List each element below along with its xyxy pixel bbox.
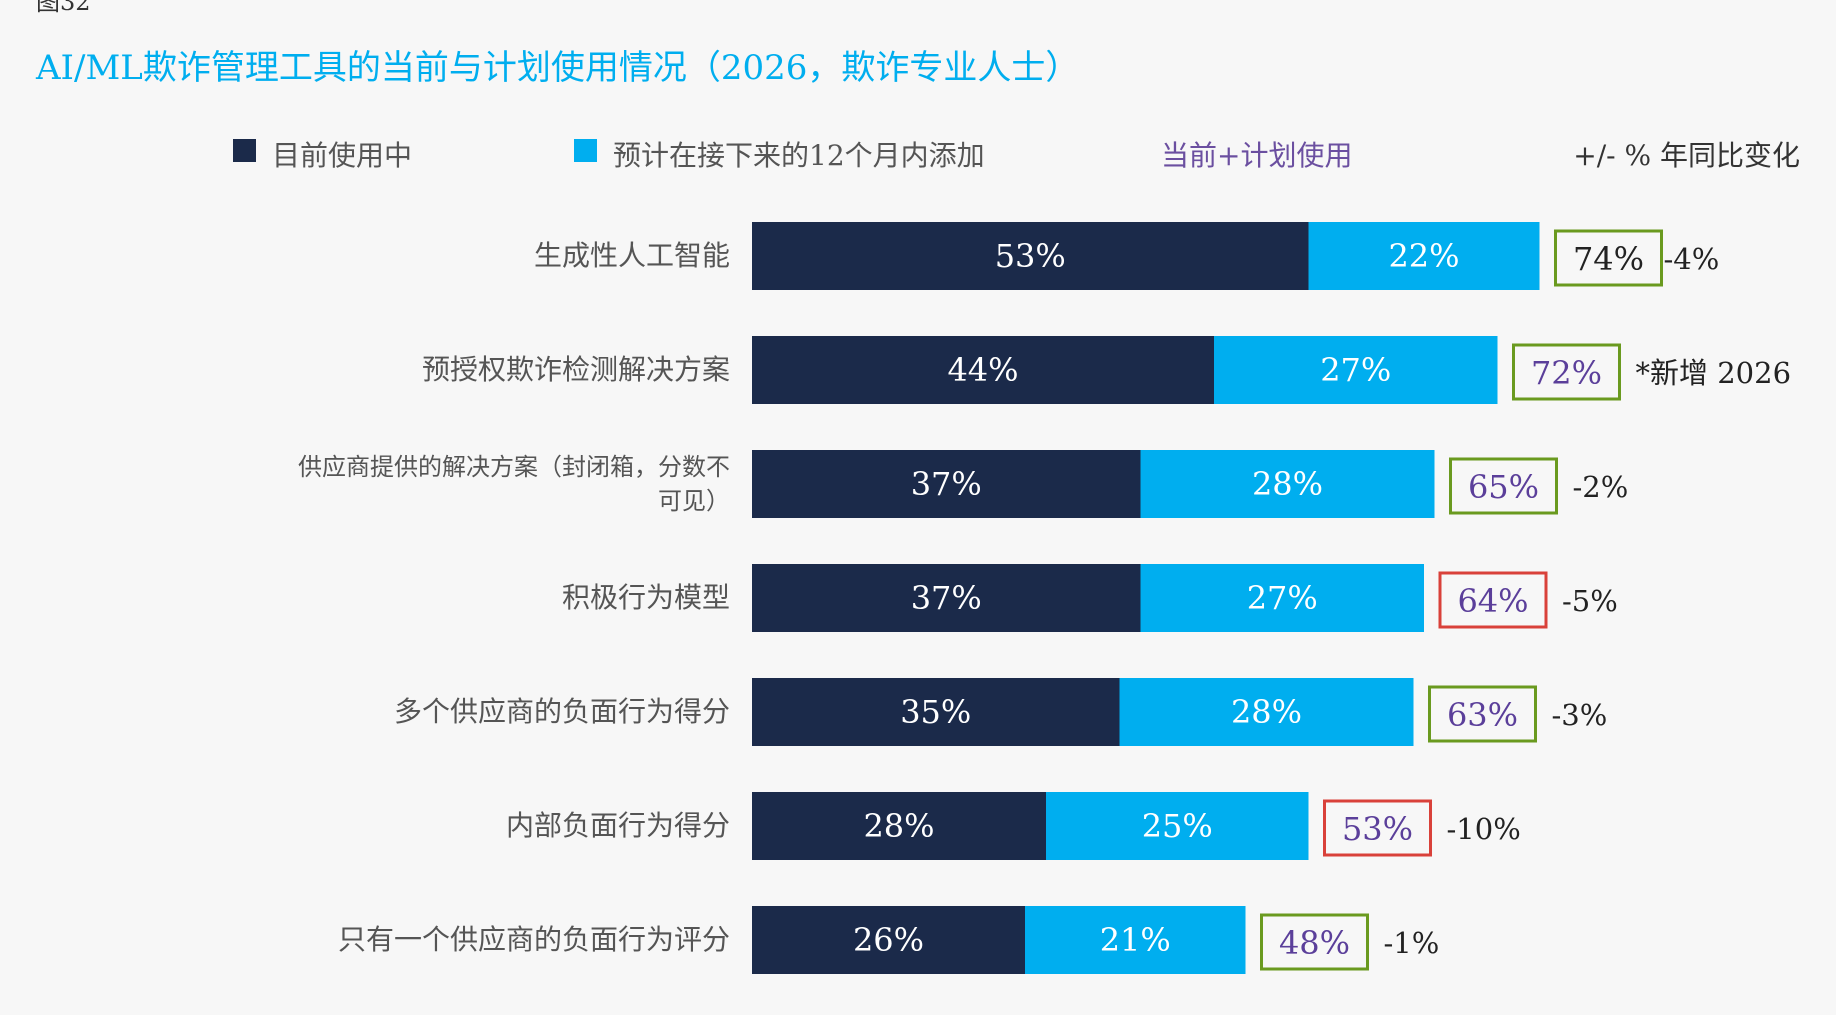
bar-current <box>752 678 1120 746</box>
category-label: 积极行为模型 <box>561 581 730 614</box>
category-label: 预授权欺诈检测解决方案 <box>421 353 730 386</box>
total-label: 64% <box>1457 582 1528 620</box>
data-label-current: 44% <box>947 351 1018 389</box>
bar-current <box>752 564 1141 632</box>
data-label-current: 37% <box>911 465 982 503</box>
legend-label-planned: 预计在接下来的12个月内添加 <box>613 139 985 172</box>
category-label: 生成性人工智能 <box>533 239 730 272</box>
yoy-label: *新增 2026 <box>1636 356 1792 390</box>
total-label: 53% <box>1342 810 1413 848</box>
total-box <box>1260 913 1369 971</box>
yoy-label: -2% <box>1573 470 1629 504</box>
bar-planned <box>1046 792 1309 860</box>
category-label: 只有一个供应商的负面行为评分 <box>337 923 730 956</box>
category-label: 内部负面行为得分 <box>505 809 730 842</box>
category-label: 多个供应商的负面行为得分 <box>393 695 730 728</box>
data-label-planned: 28% <box>1231 693 1302 731</box>
data-label-planned: 27% <box>1247 579 1318 617</box>
total-box <box>1512 343 1621 401</box>
legend-swatch-planned <box>574 139 597 162</box>
data-label-current: 35% <box>900 693 971 731</box>
legend-label-current: 目前使用中 <box>272 139 413 172</box>
total-label: 63% <box>1447 696 1518 734</box>
bar-current <box>752 222 1309 290</box>
total-label: 72% <box>1531 354 1602 392</box>
data-label-current: 28% <box>863 807 934 845</box>
total-box <box>1428 685 1537 743</box>
bar-current <box>752 336 1214 404</box>
data-label-current: 53% <box>995 237 1066 275</box>
total-box <box>1554 229 1663 287</box>
category-label: 供应商提供的解决方案（封闭箱，分数不可见） <box>298 453 730 515</box>
chart-title: AI/ML欺诈管理工具的当前与计划使用情况（2026，欺诈专业人士） <box>36 48 1080 88</box>
yoy-label: -4% <box>1664 242 1720 276</box>
bar-planned <box>1140 450 1435 518</box>
data-label-current: 26% <box>853 921 924 959</box>
total-label: 65% <box>1468 468 1539 506</box>
bar-current <box>752 450 1141 518</box>
data-label-planned: 25% <box>1142 807 1213 845</box>
yoy-label: -10% <box>1447 812 1521 846</box>
data-label-planned: 28% <box>1252 465 1323 503</box>
data-label-current: 37% <box>911 579 982 617</box>
data-label-planned: 27% <box>1320 351 1391 389</box>
bar-current <box>752 906 1025 974</box>
legend-label-yoy: +/- % 年同比变化 <box>1573 139 1800 172</box>
figure-label: 图32 <box>36 0 91 16</box>
bar-planned <box>1140 564 1424 632</box>
data-label-planned: 21% <box>1100 921 1171 959</box>
total-box <box>1449 457 1558 515</box>
total-label: 74% <box>1573 240 1644 278</box>
bar-planned <box>1025 906 1246 974</box>
total-box <box>1438 571 1548 629</box>
bar-current <box>752 792 1046 860</box>
yoy-label: -1% <box>1384 926 1440 960</box>
legend-swatch-current <box>233 139 256 162</box>
bar-planned <box>1214 336 1498 404</box>
yoy-label: -5% <box>1562 584 1618 618</box>
bar-planned <box>1119 678 1414 746</box>
total-label: 48% <box>1279 924 1350 962</box>
data-label-planned: 22% <box>1388 237 1459 275</box>
total-box <box>1323 799 1432 857</box>
yoy-label: -3% <box>1552 698 1608 732</box>
bar-planned <box>1308 222 1540 290</box>
legend-label-total: 当前+计划使用 <box>1161 139 1353 172</box>
